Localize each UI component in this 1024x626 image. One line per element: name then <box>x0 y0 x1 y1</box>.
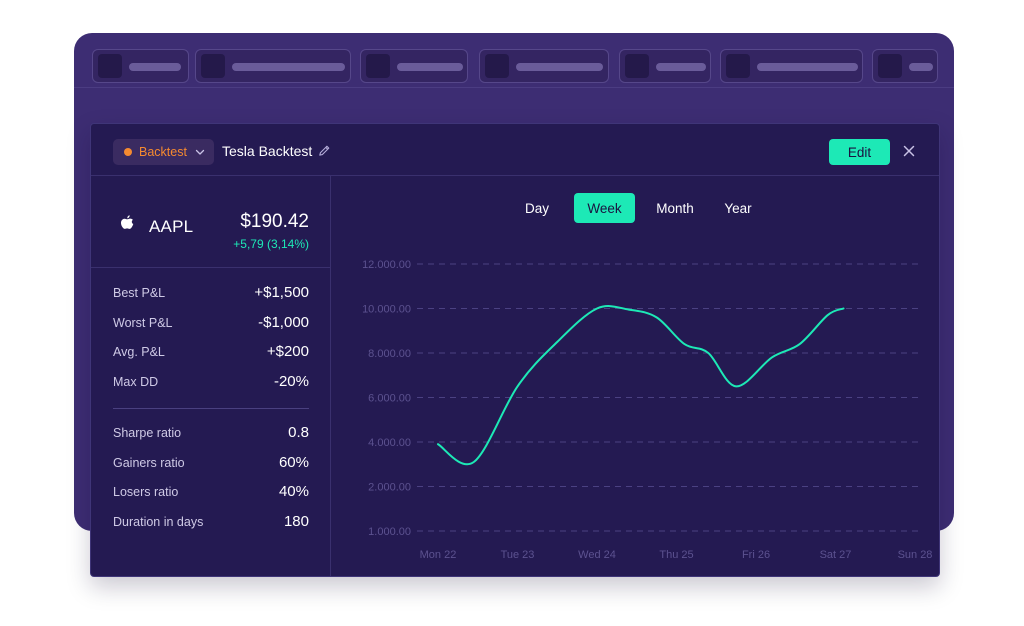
stat-row: Worst P&L -$1,000 <box>113 314 309 344</box>
x-tick-label: Mon 22 <box>420 549 457 561</box>
stat-label: Best P&L <box>113 286 166 300</box>
tab-icon <box>366 54 390 78</box>
stat-label: Worst P&L <box>113 315 173 330</box>
close-icon[interactable] <box>902 144 916 158</box>
modal-title: Tesla Backtest <box>222 143 313 159</box>
background-tab[interactable] <box>872 49 938 83</box>
y-tick-label: 4.000.00 <box>368 437 411 449</box>
stat-value: 60% <box>278 453 309 471</box>
x-tick-label: Tue 23 <box>501 549 535 561</box>
series-line <box>437 305 845 466</box>
stat-label: Gainers ratio <box>113 455 185 470</box>
type-selector-label: Backtest <box>139 145 187 159</box>
stats-list: Best P&L +$1,500 Worst P&L -$1,000 Avg. … <box>113 284 309 542</box>
x-tick-label: Sat 27 <box>820 549 852 561</box>
stat-label: Max DD <box>113 374 159 389</box>
x-tick-label: Wed 24 <box>578 549 616 561</box>
tab-label-placeholder <box>656 63 706 71</box>
tab-label-placeholder <box>397 63 463 71</box>
background-tab[interactable] <box>479 49 609 83</box>
tab-icon <box>726 54 750 78</box>
stat-row: Max DD -20% <box>113 373 309 403</box>
stat-row: Avg. P&L +$200 <box>113 343 309 373</box>
status-dot <box>124 148 132 156</box>
tab-label-placeholder <box>757 63 858 71</box>
x-tick-label: Fri 26 <box>742 549 770 561</box>
tab-label-placeholder <box>909 63 933 71</box>
background-tab-bar <box>92 49 954 83</box>
stat-value: +$200 <box>266 343 309 360</box>
y-tick-label: 6.000.00 <box>368 393 411 405</box>
background-tab[interactable] <box>720 49 863 83</box>
tab-icon <box>485 54 509 78</box>
stat-value: -20% <box>273 372 309 390</box>
stat-label: Losers ratio <box>113 485 179 499</box>
x-tick-label: Sun 28 <box>898 549 933 561</box>
stat-label: Avg. P&L <box>113 345 165 359</box>
tab-icon <box>201 54 225 78</box>
x-tick-label: Thu 25 <box>659 549 693 561</box>
y-tick-label: 10.000.00 <box>362 304 411 316</box>
tab-day[interactable]: Day <box>511 193 563 223</box>
stock-summary: AAPL $190.42 +5,79 (3,14%) <box>91 176 331 268</box>
y-tick-label: 2.000.00 <box>368 482 411 494</box>
background-tab[interactable] <box>360 49 468 83</box>
stock-ticker: AAPL <box>149 217 194 236</box>
stat-value: -$1,000 <box>258 313 309 331</box>
tab-label-placeholder <box>232 63 345 71</box>
tab-icon <box>625 54 649 78</box>
background-tab[interactable] <box>92 49 189 83</box>
stat-value: 0.8 <box>288 424 309 441</box>
stat-row: Losers ratio 40% <box>113 483 309 513</box>
modal-header: Backtest Tesla Backtest Edit <box>91 124 939 176</box>
y-tick-label: 1.000.00 <box>368 526 411 538</box>
apple-icon <box>120 215 134 229</box>
stat-value: 40% <box>278 483 309 500</box>
chart-area: Day Week Month Year 12.000.00 10.000.00 8.… <box>331 176 939 576</box>
y-tick-label: 8.000.00 <box>368 348 411 360</box>
tab-year[interactable]: Year <box>714 193 762 223</box>
chevron-down-icon <box>195 149 205 155</box>
tab-label-placeholder <box>516 63 603 71</box>
stats-divider <box>113 408 309 409</box>
background-tab[interactable] <box>195 49 351 83</box>
pencil-icon[interactable] <box>318 144 331 157</box>
type-selector[interactable]: Backtest <box>113 139 214 165</box>
tab-month[interactable]: Month <box>646 193 704 223</box>
tab-label-placeholder <box>129 63 181 71</box>
stats-panel: AAPL $190.42 +5,79 (3,14%) Best P&L +$1,… <box>91 176 331 576</box>
tab-week[interactable]: Week <box>574 193 635 223</box>
stat-label: Sharpe ratio <box>113 426 182 440</box>
stat-row: Gainers ratio 60% <box>113 454 309 484</box>
stock-price: $190.42 <box>240 211 309 232</box>
stat-row: Sharpe ratio 0.8 <box>113 424 309 454</box>
stat-label: Duration in days <box>113 514 204 529</box>
edit-button[interactable]: Edit <box>829 139 890 165</box>
y-tick-label: 12.000.00 <box>362 259 411 271</box>
line-chart: 12.000.00 10.000.00 8.000.00 6.000.00 4.000.… <box>362 259 933 561</box>
stat-value: +$1,500 <box>254 284 309 301</box>
tab-icon <box>878 54 902 78</box>
stat-value: 180 <box>283 512 309 530</box>
stat-row: Duration in days 180 <box>113 513 309 543</box>
background-divider <box>74 87 954 88</box>
backtest-modal: Backtest Tesla Backtest Edit AAPL $190.4… <box>90 123 940 577</box>
stat-row: Best P&L +$1,500 <box>113 284 309 314</box>
tab-icon <box>98 54 122 78</box>
stock-change: +5,79 (3,14%) <box>233 237 309 251</box>
background-tab[interactable] <box>619 49 711 83</box>
